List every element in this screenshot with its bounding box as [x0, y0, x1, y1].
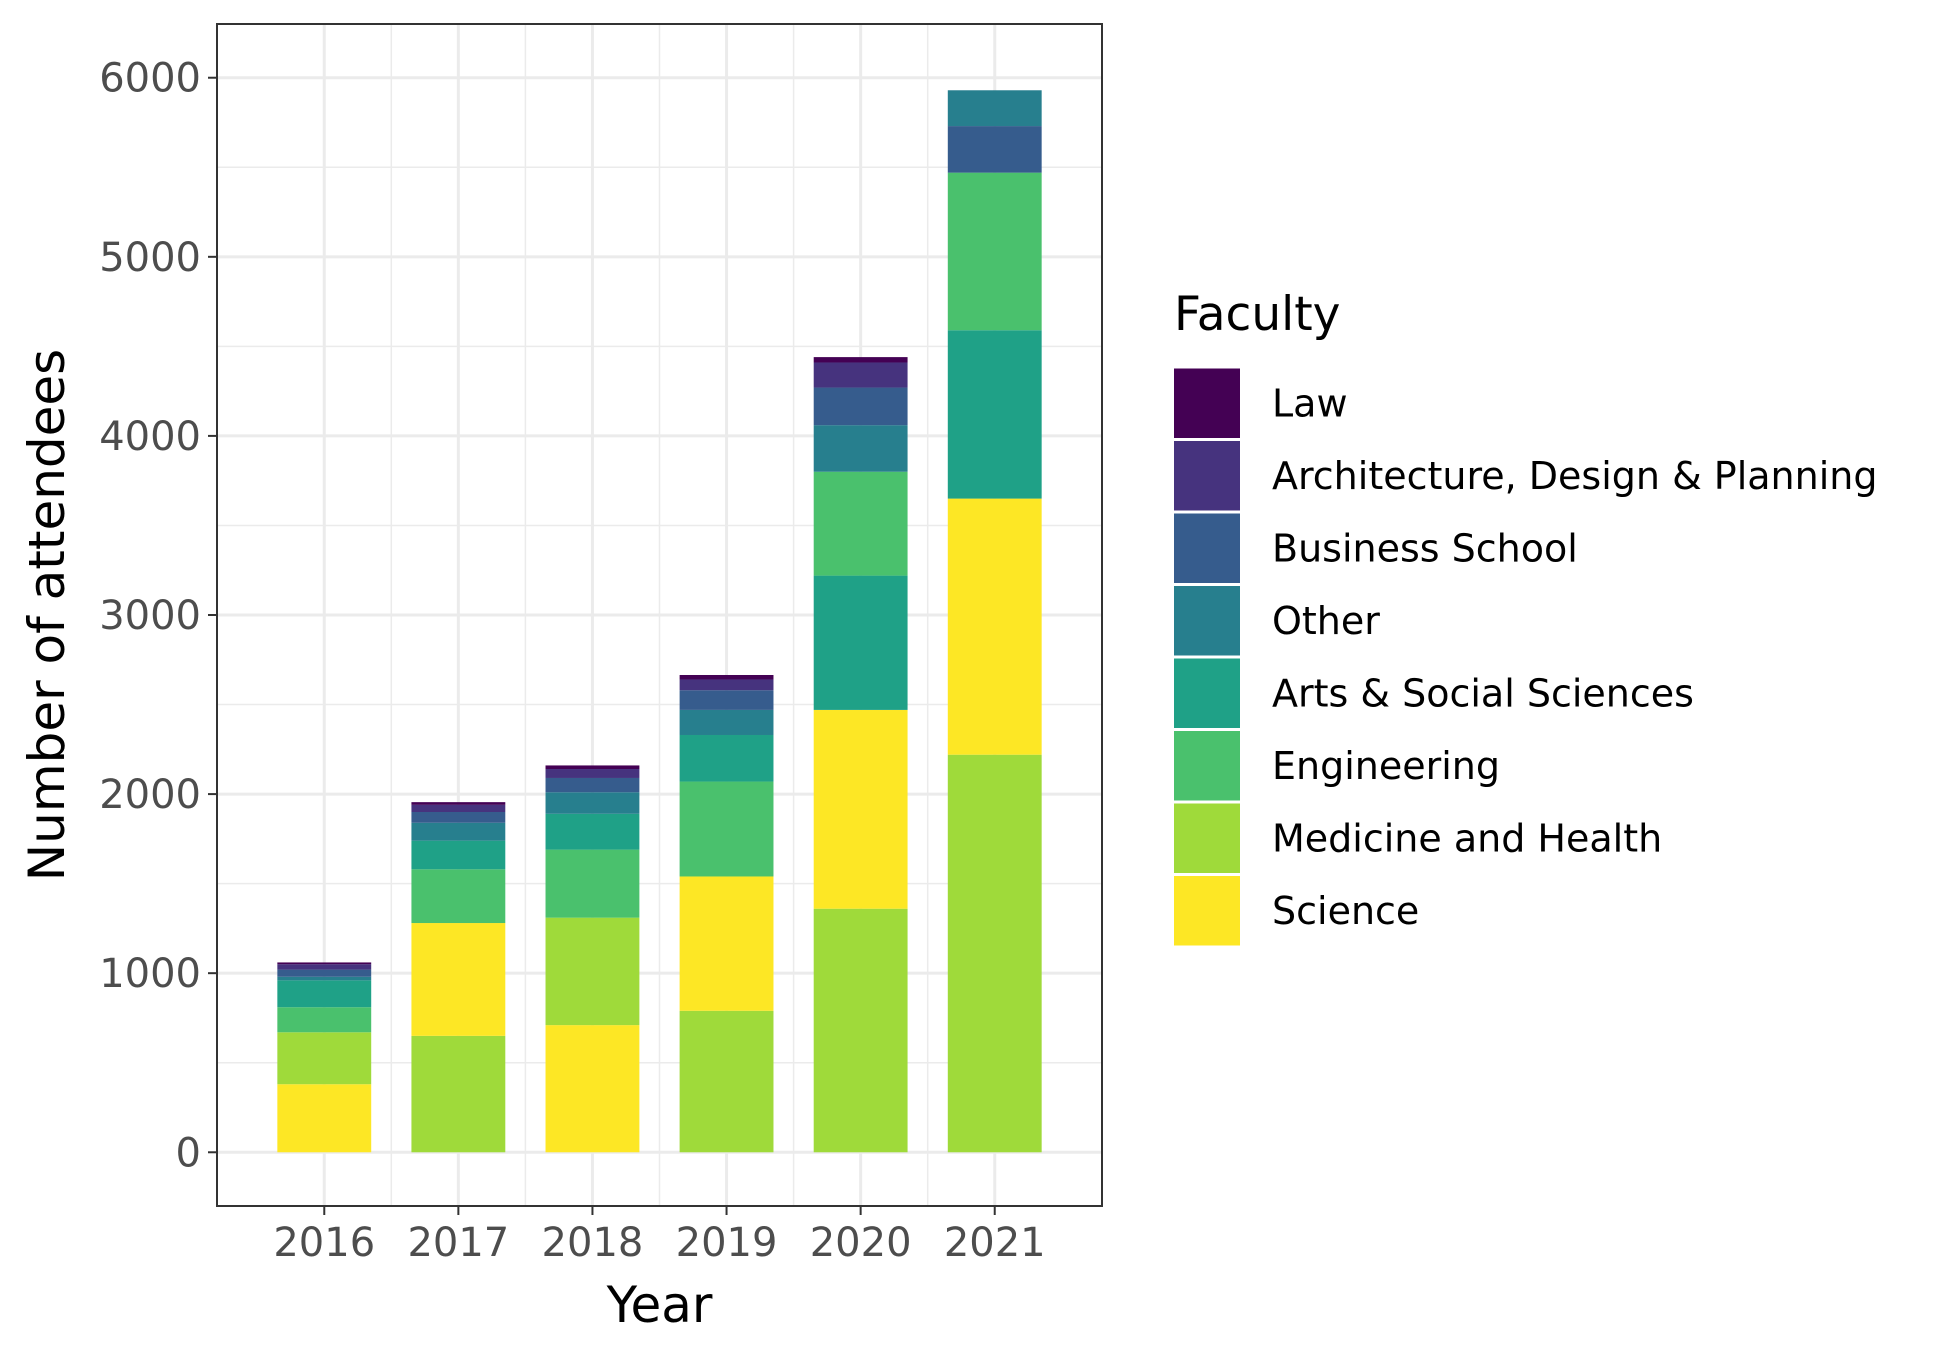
bar-segment-2019-other: [679, 709, 774, 735]
x-axis-title: Year: [606, 1276, 713, 1334]
bar-segment-2019-science: [679, 876, 774, 1011]
legend-key-arts-and-social-sciences: [1174, 658, 1240, 728]
y-tick-label: 2000: [99, 772, 201, 818]
bar-segment-2019-engineering: [679, 781, 774, 877]
bar-segment-2019-law: [679, 674, 774, 680]
y-axis: 0 1000 2000 3000 4000 5000 6000: [99, 56, 217, 1176]
bar-segment-2021-arts-and-social-sciences: [947, 330, 1042, 499]
bar-segment-2016-other: [277, 976, 372, 981]
bar-segment-2017-architecture-design-and-planning: [411, 804, 506, 812]
bar-segment-2018-architecture-design-and-planning: [545, 769, 640, 778]
bar-segment-2020-other: [813, 425, 908, 472]
legend-label-business-school: Business School: [1272, 526, 1578, 570]
bar-segment-2016-law: [277, 962, 372, 965]
legend-label-arts-and-social-sciences: Arts & Social Sciences: [1272, 671, 1694, 715]
y-tick-label: 3000: [99, 593, 201, 639]
x-tick-label: 2016: [273, 1220, 375, 1266]
legend-key-other: [1174, 586, 1240, 656]
bar-segment-2016-medicine-and-health: [277, 1032, 372, 1085]
bar-segment-2019-medicine-and-health: [679, 1010, 774, 1153]
legend-title: Faculty: [1174, 287, 1340, 342]
bar-segment-2016-business-school: [277, 969, 372, 977]
y-tick-label: 1000: [99, 951, 201, 997]
x-tick-label: 2018: [542, 1220, 644, 1266]
legend-key-business-school: [1174, 513, 1240, 583]
bar-segment-2020-arts-and-social-sciences: [813, 575, 908, 710]
x-axis: 2016 2017 2018 2019 2020 2021: [273, 1206, 1046, 1266]
bar-segment-2021-business-school: [947, 126, 1042, 173]
legend-key-architecture-design-and-planning: [1174, 441, 1240, 511]
legend-label-law: Law: [1272, 381, 1348, 425]
bar-segment-2017-engineering: [411, 869, 506, 924]
legend-label-science: Science: [1272, 889, 1419, 933]
bar-segment-2017-arts-and-social-sciences: [411, 840, 506, 870]
bar-segment-2016-engineering: [277, 1007, 372, 1033]
x-tick-label: 2021: [944, 1220, 1046, 1266]
legend-key-law: [1174, 368, 1240, 438]
legend-key-engineering: [1174, 731, 1240, 801]
bar-segment-2019-business-school: [679, 690, 774, 710]
y-axis-title: Number of attendees: [18, 349, 76, 881]
bar-segment-2018-medicine-and-health: [545, 917, 640, 1026]
bar-segment-2021-medicine-and-health: [947, 754, 1042, 1153]
x-tick-label: 2019: [676, 1220, 778, 1266]
x-tick-label: 2020: [810, 1220, 912, 1266]
bar-segment-2017-business-school: [411, 812, 506, 823]
bar-segment-2016-architecture-design-and-planning: [277, 964, 372, 970]
y-tick-label: 5000: [99, 235, 201, 281]
bar-segment-2020-science: [813, 709, 908, 909]
bar-segment-2017-other: [411, 822, 506, 841]
bar-segment-2020-medicine-and-health: [813, 908, 908, 1153]
y-tick-label: 0: [176, 1130, 201, 1176]
bar-segment-2018-law: [545, 765, 640, 770]
bar-segment-2020-law: [813, 357, 908, 363]
bar-segment-2018-science: [545, 1025, 640, 1153]
legend-label-architecture-design-and-planning: Architecture, Design & Planning: [1272, 454, 1877, 498]
bar-segment-2018-arts-and-social-sciences: [545, 813, 640, 850]
bar-segment-2016-science: [277, 1084, 372, 1153]
bar-segment-2018-other: [545, 792, 640, 814]
legend-key-medicine-and-health: [1174, 803, 1240, 873]
bar-segment-2021-science: [947, 498, 1042, 755]
bar-segment-2021-engineering: [947, 172, 1042, 331]
bar-segment-2018-business-school: [545, 777, 640, 793]
bar-segment-2021-other: [947, 90, 1042, 127]
bar-segment-2018-engineering: [545, 849, 640, 918]
y-tick-label: 4000: [99, 414, 201, 460]
legend-label-medicine-and-health: Medicine and Health: [1272, 816, 1662, 860]
legend-label-engineering: Engineering: [1272, 744, 1500, 788]
bar-segment-2019-architecture-design-and-planning: [679, 679, 774, 691]
legend-label-other: Other: [1272, 599, 1380, 643]
legend-key-science: [1174, 876, 1240, 946]
legend: Faculty Law Architecture, Design & Planni…: [1174, 287, 1877, 946]
bar-segment-2019-arts-and-social-sciences: [679, 734, 774, 782]
bar-segment-2017-law: [411, 802, 506, 805]
bars-group: [277, 90, 1042, 1153]
bar-segment-2017-science: [411, 923, 506, 1036]
x-tick-label: 2017: [407, 1220, 509, 1266]
bar-segment-2020-architecture-design-and-planning: [813, 362, 908, 388]
bar-segment-2017-medicine-and-health: [411, 1035, 506, 1153]
y-tick-label: 6000: [99, 56, 201, 102]
bar-segment-2016-arts-and-social-sciences: [277, 980, 372, 1008]
bar-segment-2020-engineering: [813, 471, 908, 576]
bar-segment-2020-business-school: [813, 387, 908, 426]
